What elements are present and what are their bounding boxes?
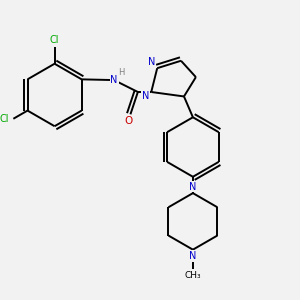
Text: O: O [125, 116, 133, 126]
Text: CH₃: CH₃ [184, 271, 201, 280]
Text: N: N [142, 91, 149, 100]
Text: N: N [189, 182, 197, 192]
Text: H: H [118, 68, 125, 77]
Text: Cl: Cl [50, 35, 59, 45]
Text: N: N [110, 75, 118, 85]
Text: Cl: Cl [0, 114, 9, 124]
Text: N: N [148, 57, 155, 67]
Text: N: N [189, 251, 197, 261]
